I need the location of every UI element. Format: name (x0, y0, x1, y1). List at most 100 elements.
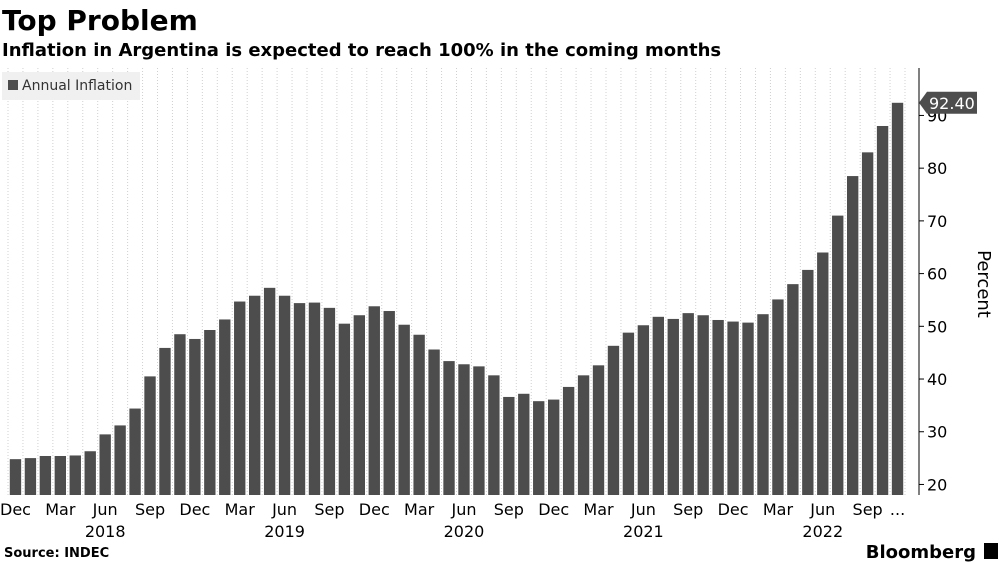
bar (293, 303, 306, 495)
bar (607, 345, 620, 495)
bar (159, 347, 171, 495)
bar (69, 455, 81, 495)
value-label: 92.40 (929, 94, 975, 113)
bar (204, 329, 216, 495)
y-tick-label: 60 (927, 265, 947, 284)
x-tick-label: Mar (225, 500, 256, 519)
x-tick-label: Jun (271, 500, 297, 519)
x-group-label: 2020 (444, 522, 485, 541)
x-tick-label: Jun (630, 500, 656, 519)
bar (24, 458, 37, 495)
bar (219, 319, 231, 495)
bar (547, 399, 560, 495)
bar (518, 393, 530, 495)
y-tick-label: 80 (927, 159, 947, 178)
bar (99, 434, 111, 495)
y-tick-label: 30 (927, 423, 947, 442)
x-tick-label: Sep (135, 500, 165, 519)
bar (577, 375, 590, 495)
x-group-label: 2018 (85, 522, 126, 541)
bar (353, 315, 366, 495)
bar (129, 408, 141, 495)
legend-swatch (8, 80, 18, 90)
bar (323, 307, 336, 495)
bar (891, 102, 904, 495)
x-tick-label: Dec (359, 500, 390, 519)
x-tick-label: ... (890, 500, 905, 519)
bar (458, 364, 470, 495)
bar (114, 425, 126, 495)
bar (503, 396, 515, 495)
bar (727, 321, 739, 495)
chart-title: Top Problem (2, 4, 198, 37)
y-tick-label: 50 (927, 317, 947, 336)
x-tick-label: Jun (450, 500, 476, 519)
bar (39, 455, 52, 495)
bar (533, 401, 545, 495)
bar (398, 324, 410, 495)
bar (263, 287, 276, 495)
bar (667, 318, 679, 495)
bar (622, 332, 635, 495)
source: Source: INDEC (4, 546, 109, 561)
bar (278, 295, 291, 495)
x-tick-label: Mar (583, 500, 614, 519)
bar (757, 314, 769, 495)
bar (817, 252, 829, 495)
bar (712, 319, 724, 495)
x-tick-label: Sep (673, 500, 703, 519)
bar (189, 338, 201, 495)
bar (144, 376, 156, 495)
x-tick-label: Jun (92, 500, 118, 519)
chart-subtitle: Inflation in Argentina is expected to re… (2, 40, 721, 61)
bar (652, 316, 665, 495)
x-tick-label: Mar (45, 500, 76, 519)
y-axis-label: Percent (973, 250, 994, 318)
bar (473, 366, 485, 495)
x-tick-label: Dec (0, 500, 31, 519)
brand-icon (984, 543, 998, 559)
bar (428, 349, 440, 495)
bar (682, 313, 694, 495)
value-label-box (919, 91, 977, 114)
legend-box (2, 72, 140, 100)
bar (54, 455, 67, 495)
bar (592, 365, 605, 495)
bar (846, 176, 859, 495)
bar (697, 315, 709, 495)
bar (488, 375, 500, 495)
x-tick-label: Dec (179, 500, 210, 519)
x-tick-label: Sep (853, 500, 883, 519)
bar (84, 451, 96, 495)
bar (802, 269, 814, 495)
x-tick-label: Mar (763, 500, 794, 519)
bar (443, 361, 455, 495)
y-tick-label: 20 (927, 475, 947, 494)
bar (174, 334, 186, 495)
bar (248, 295, 261, 495)
bar (368, 306, 380, 495)
x-tick-label: Jun (809, 500, 835, 519)
x-group-label: 2021 (623, 522, 664, 541)
bar (742, 322, 754, 495)
bar (832, 215, 844, 496)
bar (9, 459, 22, 495)
bar (772, 299, 784, 495)
y-tick-label: 70 (927, 212, 947, 231)
bar (637, 325, 650, 495)
bar (787, 284, 799, 495)
y-tick-label: 40 (927, 370, 947, 389)
bar (383, 311, 395, 495)
x-tick-label: Sep (494, 500, 524, 519)
bar (861, 152, 874, 495)
bar (338, 323, 351, 495)
bar (413, 334, 425, 495)
x-group-label: 2022 (802, 522, 843, 541)
legend-label: Annual Inflation (22, 78, 132, 94)
x-tick-label: Dec (718, 500, 749, 519)
x-tick-label: Dec (538, 500, 569, 519)
x-tick-label: Mar (404, 500, 435, 519)
bar (234, 301, 246, 495)
